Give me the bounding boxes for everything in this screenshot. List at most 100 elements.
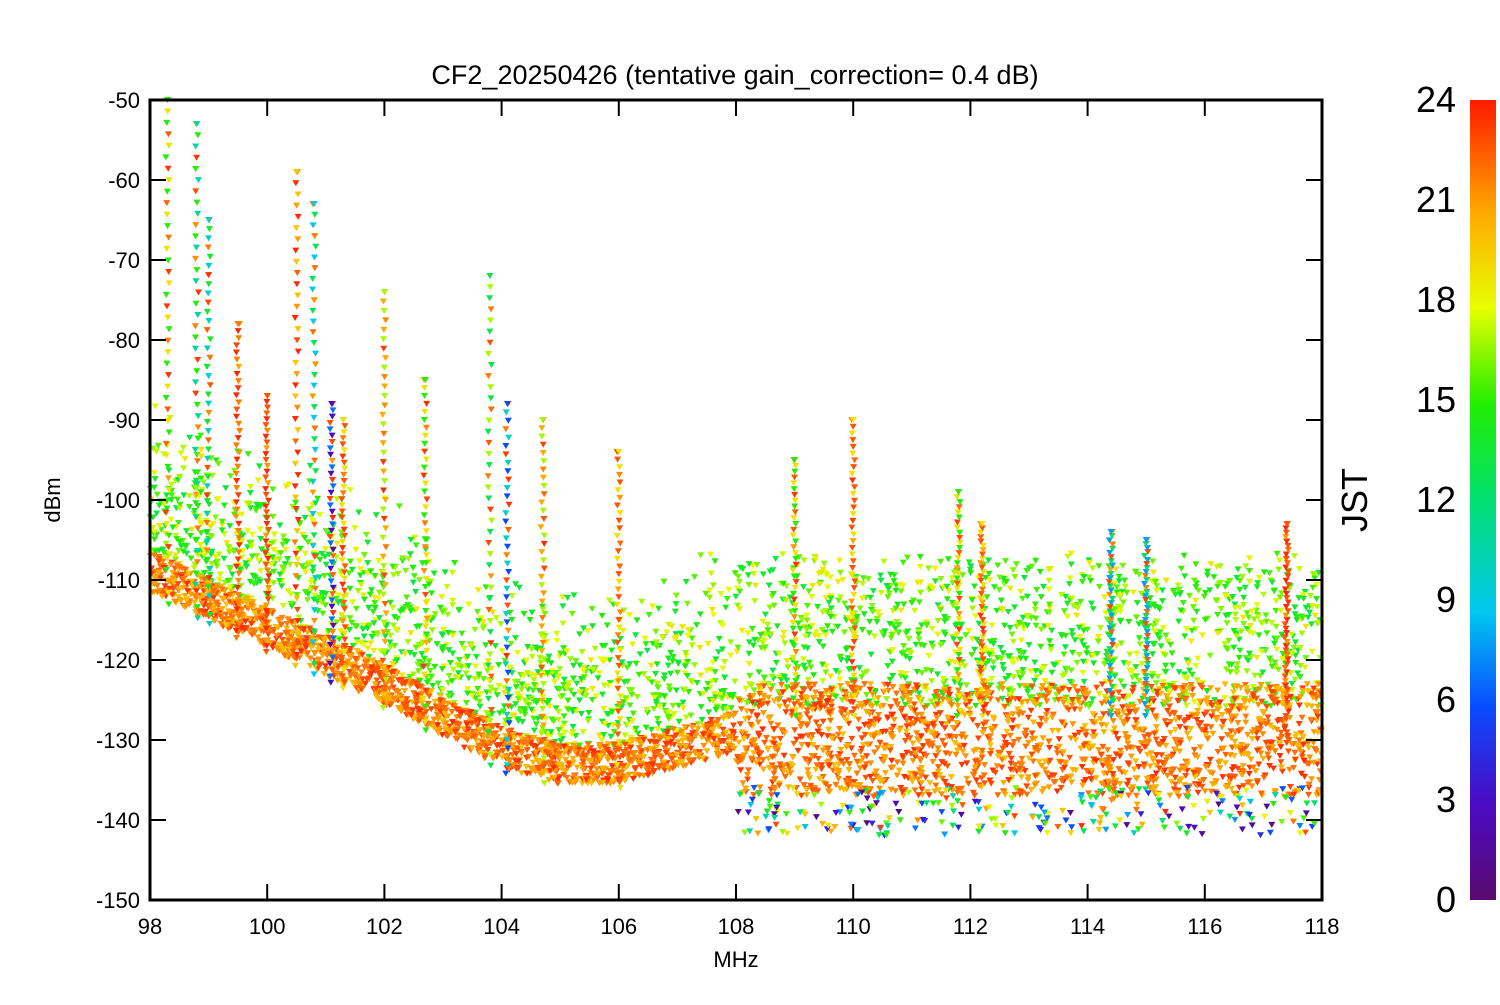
data-point <box>387 632 395 639</box>
data-point <box>560 720 568 727</box>
data-point <box>522 657 530 664</box>
data-point <box>1063 613 1071 620</box>
data-point <box>401 688 409 695</box>
data-point <box>1275 566 1283 573</box>
data-point <box>704 680 712 687</box>
data-point <box>1036 723 1044 730</box>
data-point <box>1253 747 1261 754</box>
data-point <box>248 553 256 560</box>
data-point <box>901 701 909 708</box>
data-point <box>495 662 503 669</box>
data-point <box>316 556 324 563</box>
data-point <box>654 726 662 733</box>
data-point <box>767 720 775 727</box>
data-point <box>819 643 827 650</box>
data-point <box>371 605 379 612</box>
data-point <box>846 761 854 768</box>
data-point <box>819 678 827 685</box>
data-point <box>1309 571 1317 578</box>
data-point <box>674 660 682 667</box>
data-point <box>1192 626 1200 633</box>
data-point <box>1273 646 1281 653</box>
data-point <box>1071 637 1079 644</box>
data-point <box>471 709 479 716</box>
data-point <box>465 601 473 608</box>
data-point <box>861 731 869 738</box>
data-point <box>1162 686 1170 693</box>
data-point <box>706 587 714 594</box>
data-point <box>207 532 215 539</box>
data-point <box>1046 601 1054 608</box>
data-point <box>838 697 846 704</box>
data-point <box>827 595 835 602</box>
data-point <box>1005 701 1013 708</box>
data-point <box>1123 589 1131 596</box>
data-point <box>894 601 902 608</box>
data-point <box>664 709 672 716</box>
data-point <box>446 659 454 666</box>
data-point <box>398 649 406 656</box>
data-point <box>914 776 922 783</box>
data-point <box>1311 575 1319 582</box>
data-point <box>984 710 992 717</box>
data-point <box>154 442 162 449</box>
data-point <box>445 647 453 654</box>
data-point <box>270 531 278 538</box>
data-point <box>345 570 353 577</box>
data-point <box>887 635 895 642</box>
data-point <box>346 615 354 622</box>
data-point <box>1127 753 1135 760</box>
data-point <box>699 690 707 697</box>
data-point <box>763 631 771 638</box>
data-point <box>1156 629 1164 636</box>
data-point <box>859 580 867 587</box>
data-point <box>902 653 910 660</box>
data-point <box>1292 660 1300 667</box>
data-point <box>176 473 184 480</box>
data-point <box>430 570 438 577</box>
data-point <box>1115 603 1123 610</box>
data-point <box>745 715 753 722</box>
data-point <box>1003 728 1011 735</box>
data-point <box>570 592 578 599</box>
data-point <box>1028 563 1036 570</box>
data-point <box>844 681 852 688</box>
data-point <box>322 590 330 597</box>
data-point <box>270 547 278 554</box>
data-point <box>800 584 808 591</box>
data-point <box>1133 600 1141 607</box>
data-point <box>974 722 982 729</box>
data-point <box>756 687 764 694</box>
data-point <box>307 579 315 586</box>
data-point <box>283 625 291 632</box>
data-point <box>475 671 483 678</box>
data-point <box>1231 773 1239 780</box>
data-point <box>688 635 696 642</box>
data-point <box>218 527 226 534</box>
data-point <box>806 775 814 782</box>
data-point <box>599 691 607 698</box>
data-point <box>723 595 731 602</box>
data-point <box>1231 605 1239 612</box>
data-point <box>919 743 927 750</box>
data-point <box>564 697 572 704</box>
data-point <box>708 606 716 613</box>
data-point <box>998 681 1006 688</box>
data-point <box>464 653 472 660</box>
data-point <box>682 653 690 660</box>
data-point <box>789 754 797 761</box>
data-point <box>1217 579 1225 586</box>
data-point <box>804 767 812 774</box>
data-point <box>999 662 1007 669</box>
data-point <box>672 601 680 608</box>
data-point <box>672 631 680 638</box>
data-point <box>1069 721 1077 728</box>
data-point <box>886 676 894 683</box>
data-point <box>645 612 653 619</box>
data-point <box>279 602 287 609</box>
data-point <box>1087 701 1095 708</box>
data-point <box>349 642 357 649</box>
data-point <box>1230 627 1238 634</box>
data-point <box>554 674 562 681</box>
